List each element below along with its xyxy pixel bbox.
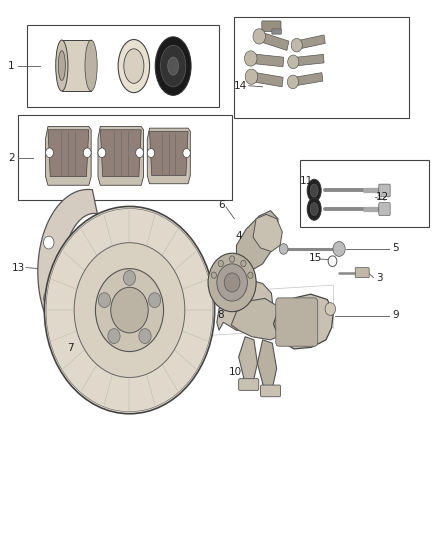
FancyBboxPatch shape	[18, 115, 232, 200]
Circle shape	[147, 149, 155, 158]
FancyBboxPatch shape	[300, 160, 428, 227]
Circle shape	[98, 148, 106, 158]
Circle shape	[211, 272, 216, 278]
Circle shape	[95, 269, 163, 352]
Circle shape	[108, 329, 120, 344]
Ellipse shape	[310, 203, 318, 215]
Text: 9: 9	[392, 310, 399, 320]
Polygon shape	[48, 130, 89, 176]
Polygon shape	[253, 214, 283, 252]
Ellipse shape	[85, 40, 97, 91]
FancyBboxPatch shape	[379, 184, 390, 197]
Circle shape	[83, 148, 91, 158]
Text: 8: 8	[217, 310, 224, 320]
Ellipse shape	[160, 45, 186, 87]
Polygon shape	[258, 340, 277, 389]
Circle shape	[139, 329, 151, 344]
Text: 11: 11	[300, 176, 313, 187]
Polygon shape	[274, 294, 333, 349]
Polygon shape	[251, 54, 284, 67]
Circle shape	[288, 55, 299, 69]
FancyBboxPatch shape	[355, 268, 369, 278]
Polygon shape	[217, 280, 274, 332]
Polygon shape	[62, 40, 91, 91]
Text: 7: 7	[67, 343, 74, 353]
FancyBboxPatch shape	[262, 21, 281, 31]
Circle shape	[241, 260, 246, 266]
Polygon shape	[293, 72, 323, 86]
Polygon shape	[239, 337, 258, 382]
Circle shape	[244, 51, 257, 66]
Circle shape	[224, 273, 240, 292]
Circle shape	[111, 287, 148, 333]
Circle shape	[253, 29, 265, 44]
Circle shape	[279, 244, 288, 254]
Circle shape	[43, 236, 54, 249]
Circle shape	[230, 256, 235, 262]
Ellipse shape	[168, 57, 179, 75]
Circle shape	[148, 293, 161, 308]
Text: 4: 4	[236, 231, 242, 241]
Polygon shape	[293, 54, 324, 66]
Ellipse shape	[155, 37, 191, 95]
Circle shape	[328, 256, 337, 266]
Polygon shape	[98, 126, 144, 185]
Text: 12: 12	[376, 192, 389, 203]
Text: 6: 6	[218, 200, 225, 211]
FancyBboxPatch shape	[261, 385, 281, 397]
Polygon shape	[100, 130, 141, 176]
Polygon shape	[296, 35, 325, 50]
Circle shape	[325, 303, 336, 316]
Circle shape	[217, 264, 247, 301]
FancyBboxPatch shape	[234, 17, 409, 118]
Circle shape	[46, 148, 53, 158]
Ellipse shape	[307, 179, 321, 201]
Text: 5: 5	[392, 243, 399, 253]
Ellipse shape	[124, 49, 144, 83]
Circle shape	[136, 148, 144, 158]
FancyBboxPatch shape	[276, 298, 318, 346]
Circle shape	[43, 292, 54, 305]
Polygon shape	[149, 131, 188, 175]
Ellipse shape	[118, 39, 150, 93]
Polygon shape	[38, 189, 97, 354]
Ellipse shape	[307, 198, 321, 220]
Text: 10: 10	[229, 367, 242, 377]
Circle shape	[183, 149, 191, 158]
Circle shape	[291, 38, 302, 52]
FancyBboxPatch shape	[379, 203, 390, 215]
Circle shape	[44, 206, 215, 414]
Polygon shape	[258, 32, 289, 51]
FancyBboxPatch shape	[27, 25, 219, 107]
Ellipse shape	[56, 40, 68, 91]
Circle shape	[245, 69, 258, 84]
Circle shape	[208, 253, 256, 312]
Ellipse shape	[310, 184, 318, 197]
Circle shape	[218, 260, 223, 266]
Text: 1: 1	[8, 61, 15, 70]
Text: 15: 15	[308, 253, 321, 263]
Polygon shape	[46, 126, 91, 185]
Circle shape	[124, 271, 136, 285]
FancyBboxPatch shape	[272, 29, 282, 34]
Text: 2: 2	[8, 152, 15, 163]
Circle shape	[248, 272, 253, 278]
Circle shape	[333, 241, 345, 256]
Polygon shape	[231, 298, 285, 340]
Text: 3: 3	[376, 273, 382, 283]
Circle shape	[74, 243, 185, 377]
Circle shape	[98, 293, 110, 308]
Text: 14: 14	[234, 81, 247, 91]
Polygon shape	[251, 72, 283, 87]
Polygon shape	[147, 128, 191, 184]
Ellipse shape	[58, 51, 65, 80]
FancyBboxPatch shape	[239, 378, 259, 390]
Circle shape	[287, 75, 299, 88]
Text: 13: 13	[11, 263, 25, 272]
Polygon shape	[237, 211, 278, 280]
